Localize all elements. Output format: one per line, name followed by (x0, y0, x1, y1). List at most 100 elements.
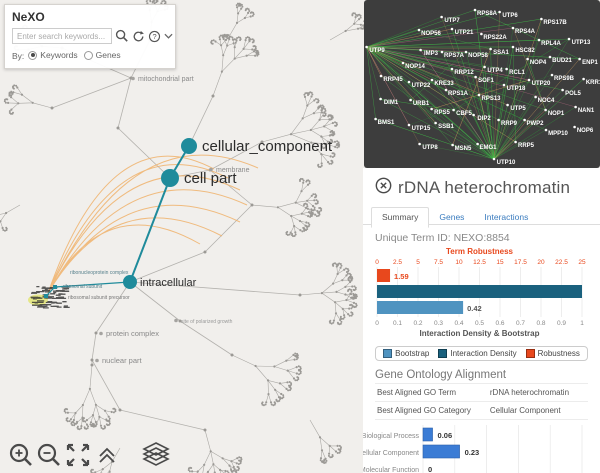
term-label[interactable]: mitochondrial part (138, 76, 194, 83)
gene-label[interactable]: UTP6 (502, 13, 518, 19)
term-node[interactable] (95, 358, 99, 363)
gene-label[interactable]: BMS1 (378, 120, 395, 126)
gene-label[interactable]: RPS17B (543, 20, 567, 26)
gene-node[interactable] (379, 74, 383, 78)
gene-node[interactable] (523, 118, 526, 122)
gene-label[interactable]: EMG1 (479, 145, 497, 151)
gene-node[interactable] (418, 142, 421, 146)
gene-node[interactable] (374, 117, 377, 121)
term-label[interactable]: intracellular (140, 277, 197, 289)
gene-label[interactable]: RRP12 (454, 70, 474, 76)
gene-node[interactable] (379, 97, 382, 101)
gene-label[interactable]: BUD21 (552, 58, 572, 64)
tab-summary[interactable]: Summary (371, 207, 430, 228)
gene-node[interactable] (440, 50, 444, 54)
gene-label[interactable]: UTP7 (444, 18, 460, 24)
gene-label[interactable]: SSB1 (438, 124, 454, 130)
gene-label[interactable]: URB1 (413, 101, 430, 107)
gene-node[interactable] (537, 38, 541, 42)
zoom-in-button[interactable] (9, 443, 32, 466)
collapse-all-button[interactable] (99, 447, 115, 463)
gene-label[interactable]: UTP21 (455, 30, 474, 36)
gene-node[interactable] (407, 80, 411, 84)
gene-node[interactable] (365, 45, 368, 49)
gene-label[interactable]: IMP3 (424, 51, 439, 57)
gene-node[interactable] (526, 57, 529, 61)
gene-label[interactable]: NOP56 (421, 31, 441, 37)
gene-label[interactable]: DIM1 (384, 100, 399, 106)
gene-node[interactable] (540, 17, 543, 21)
gene-node[interactable] (450, 67, 454, 71)
tab-interactions[interactable]: Interactions (484, 212, 529, 222)
gene-label[interactable]: RPS9B (554, 76, 575, 82)
gene-node[interactable] (527, 78, 531, 82)
gene-label[interactable]: SSA1 (493, 50, 509, 56)
help-icon[interactable]: ? (148, 30, 161, 43)
gene-node[interactable] (452, 108, 455, 112)
term-label[interactable]: site of polarized growth (181, 319, 233, 325)
gene-node[interactable] (498, 10, 501, 14)
gene-node[interactable] (450, 27, 454, 31)
collapse-icon[interactable] (164, 32, 173, 40)
gene-node[interactable] (417, 28, 421, 32)
term-node[interactable] (131, 76, 135, 81)
gene-label[interactable]: POL5 (565, 91, 581, 97)
gene-label[interactable]: RPS22A (483, 35, 507, 41)
gene-node[interactable] (578, 57, 581, 61)
gene-node[interactable] (502, 83, 506, 87)
gene-label[interactable]: RPL4A (541, 41, 561, 47)
fit-to-screen-button[interactable] (66, 443, 90, 467)
gene-node[interactable] (506, 103, 509, 107)
gene-label[interactable]: RPS7A (444, 53, 465, 59)
gene-node[interactable] (497, 118, 500, 122)
gene-node[interactable] (434, 121, 437, 125)
gene-label[interactable]: UTP15 (412, 126, 431, 132)
gene-label[interactable]: RRP9 (501, 121, 518, 127)
gene-node[interactable] (480, 32, 483, 36)
gene-node[interactable] (534, 95, 537, 99)
gene-node[interactable] (474, 75, 477, 79)
term-label[interactable]: cellular_component (202, 138, 333, 155)
search-mode-keywords[interactable]: Keywords (28, 50, 78, 60)
gene-label[interactable]: RPS4A (515, 29, 536, 35)
gene-label[interactable]: KRR1 (586, 80, 600, 86)
gene-label[interactable]: UTP9 (369, 48, 385, 54)
gene-label[interactable]: RRP45 (383, 77, 403, 83)
gene-node[interactable] (544, 128, 548, 132)
gene-node[interactable] (550, 73, 554, 77)
gene-node[interactable] (419, 48, 422, 52)
gene-node[interactable] (473, 8, 477, 12)
gene-label[interactable]: ENP1 (582, 60, 598, 66)
gene-node[interactable] (451, 143, 454, 147)
radio-icon[interactable] (83, 50, 93, 60)
search-input[interactable] (12, 28, 112, 44)
gene-node[interactable] (544, 108, 547, 112)
gene-label[interactable]: UTP18 (507, 86, 526, 92)
gene-node[interactable] (489, 47, 492, 51)
gene-label[interactable]: PWP2 (526, 121, 544, 127)
gene-node[interactable] (561, 88, 564, 92)
gene-node[interactable] (574, 105, 577, 109)
gene-node[interactable] (505, 67, 508, 71)
gene-label[interactable]: NOC4 (538, 98, 555, 104)
search-icon[interactable] (115, 29, 129, 43)
gene-label[interactable]: UTP22 (412, 83, 431, 89)
close-icon[interactable] (375, 177, 392, 199)
gene-label[interactable]: NOP58 (468, 53, 488, 59)
gene-label[interactable]: RCL1 (509, 70, 525, 76)
gene-node[interactable] (511, 26, 515, 30)
gene-node[interactable] (492, 157, 496, 161)
search-mode-genes[interactable]: Genes (83, 50, 121, 60)
gene-node[interactable] (409, 98, 412, 102)
gene-label[interactable]: MSN5 (455, 146, 472, 152)
bar-bootstrap[interactable] (377, 301, 464, 314)
gene-node[interactable] (430, 107, 433, 111)
bar-interaction-density[interactable] (377, 285, 582, 298)
gene-label[interactable]: NOP4 (530, 60, 547, 66)
layers-button[interactable] (142, 442, 170, 466)
gene-label[interactable]: KRE33 (434, 81, 454, 87)
gene-label[interactable]: NOP14 (405, 64, 425, 70)
radio-icon[interactable] (28, 50, 38, 60)
term-node-cellular-component[interactable] (181, 138, 197, 154)
gene-label[interactable]: NOP1 (548, 111, 565, 117)
